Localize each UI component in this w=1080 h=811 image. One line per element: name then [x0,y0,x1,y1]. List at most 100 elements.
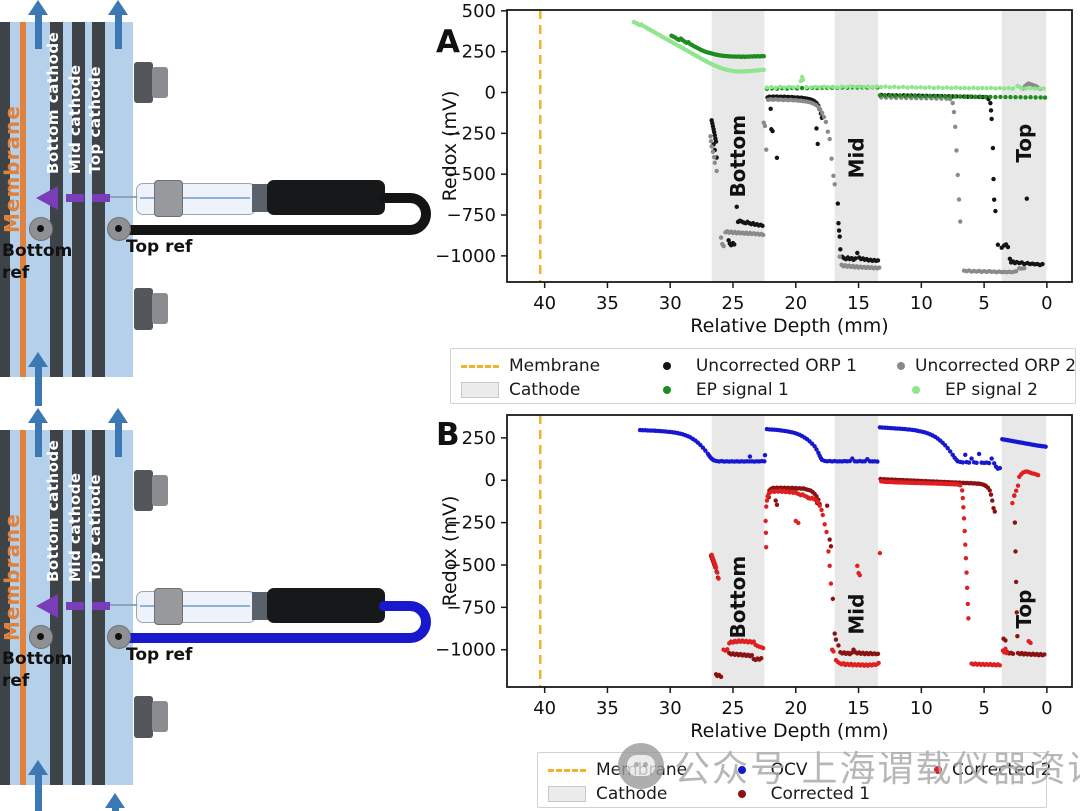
probe-wire [140,197,250,199]
schematic-bottom: Membrane Bottom cathode Mid cathode Top … [0,408,434,811]
probe-handle [267,588,385,623]
legend-label: Corrected 2 [952,760,1052,780]
band-label: Bottom [726,115,750,198]
x-tick-label: 30 [659,698,682,719]
band-label: Top [1012,124,1036,163]
x-tick-label: 35 [596,698,619,719]
top-ref-electrode [107,217,131,241]
probe-needle [110,196,138,198]
schematic-top: Membrane Bottom cathode Mid cathode Top … [0,0,434,406]
probe-cable [119,601,431,643]
probe-wire [140,605,250,607]
anode-bar [0,430,10,785]
membrane-dash-icon [461,364,499,368]
x-tick-label: 40 [533,698,556,719]
flow-arrow-icon [108,0,128,49]
plot-canvas-A: Bottom Mid Top 40 35 30 25 20 15 10 5 0 500 250 0 −250 −… [435,1,1073,337]
band-label: Mid [844,594,868,635]
probe-grip [154,180,183,217]
legend-label: Uncorrected ORP 1 [695,356,857,376]
port [134,62,153,103]
x-tick-label: 30 [659,293,682,314]
x-tick-label: 35 [596,293,619,314]
port [134,470,153,511]
legend-column: Uncorrected ORP 2 EP signal 2 [897,354,1077,403]
y-tick-label: −250 [447,123,496,144]
x-tick-label: 10 [910,698,933,719]
membrane-line [20,22,26,377]
series-dot-icon [912,386,920,394]
y-tick-label: −500 [447,555,496,576]
legend-item: Membrane [461,354,648,378]
legend-item: OCV [723,758,934,782]
x-tick-label: 25 [722,698,745,719]
y-tick-label: −750 [447,205,496,226]
plot-panel-a: Bottom Mid Top 40 35 30 25 20 15 10 5 0 500 250 0 −250 −… [430,0,1080,345]
legend-label: Membrane [509,356,601,376]
ep-arrow-dash [92,602,110,610]
band-label: Bottom [726,556,750,639]
legend-item: Uncorrected ORP 2 [897,354,1077,378]
plot-panel-b: Bottom Mid Top 40 35 30 25 20 15 10 5 0 250 0 −250 −500… [430,408,1080,748]
legend-label: Membrane [596,760,688,780]
flow-arrow-icon [108,408,128,457]
ep-arrow-dash [66,194,84,202]
top-ref-label: Top ref [126,645,193,665]
x-tick-label: 20 [784,293,807,314]
plot-canvas-B: Bottom Mid Top 40 35 30 25 20 15 10 5 0 250 0 −250 −500… [435,414,1073,742]
port [152,67,168,98]
cathode-band [1001,415,1047,687]
marker-wrap [897,362,905,370]
legend-label: Cathode [509,380,581,400]
x-tick-label: 15 [847,698,870,719]
band-label: Top [1012,590,1036,629]
series-dot-icon [662,362,671,370]
legend-item: Uncorrected ORP 1 [648,354,897,378]
schematic-overlay [36,594,431,643]
port [152,475,168,506]
x-tick-label: 0 [1041,293,1052,314]
cathode-patch-icon [461,382,499,398]
series-dot-icon [934,766,942,774]
ep-arrow-dash [66,602,84,610]
series-dot-icon [662,386,671,394]
y-tick-label: −500 [447,164,496,185]
bottom-ref-label: Bottom ref [2,241,73,283]
top-ref-label: Top ref [126,237,193,257]
bottom-ref-label: Bottom ref [2,649,73,691]
flow-arrow-icon [28,760,48,811]
series-dot-icon [897,362,905,370]
probe-grip [154,588,183,625]
legend-column: OCV Corrected 1 [723,758,934,807]
legend-item: Cathode [548,782,723,806]
marker-wrap [723,790,761,798]
x-tick-label: 25 [722,293,745,314]
legend-item: Corrected 1 [723,782,934,806]
series-dot-icon [737,790,746,798]
legend-label: Cathode [596,784,668,804]
membrane-line [20,430,26,785]
legend-a: Membrane Cathode Uncorrected ORP 1 EP signa… [450,348,1076,404]
legend-item: Cathode [461,378,648,402]
band-label: Mid [844,137,868,178]
plot-frame [506,9,1073,283]
y-axis-label: Redox (mV) [439,496,461,607]
anode-bar [0,22,10,377]
legend-label: Uncorrected ORP 2 [915,356,1077,376]
x-tick-label: 20 [784,698,807,719]
y-tick-label: −1000 [435,640,496,661]
bottom-ref-electrode [29,625,53,649]
x-tick-label: 5 [978,293,989,314]
x-axis-label: Relative Depth (mm) [690,720,888,742]
x-tick-label: 40 [533,293,556,314]
panel-letter: A [436,24,460,60]
probe-collar [252,184,268,212]
plot-frame [506,414,1073,688]
legend-column: Uncorrected ORP 1 EP signal 1 [648,354,897,403]
x-tick-label: 10 [910,293,933,314]
legend-b: Membrane Cathode OCV Corrected 1 Corrected 2 [537,752,1052,808]
probe-handle [267,180,385,215]
ep-arrow-icon [36,186,58,210]
marker-wrap [648,362,686,370]
